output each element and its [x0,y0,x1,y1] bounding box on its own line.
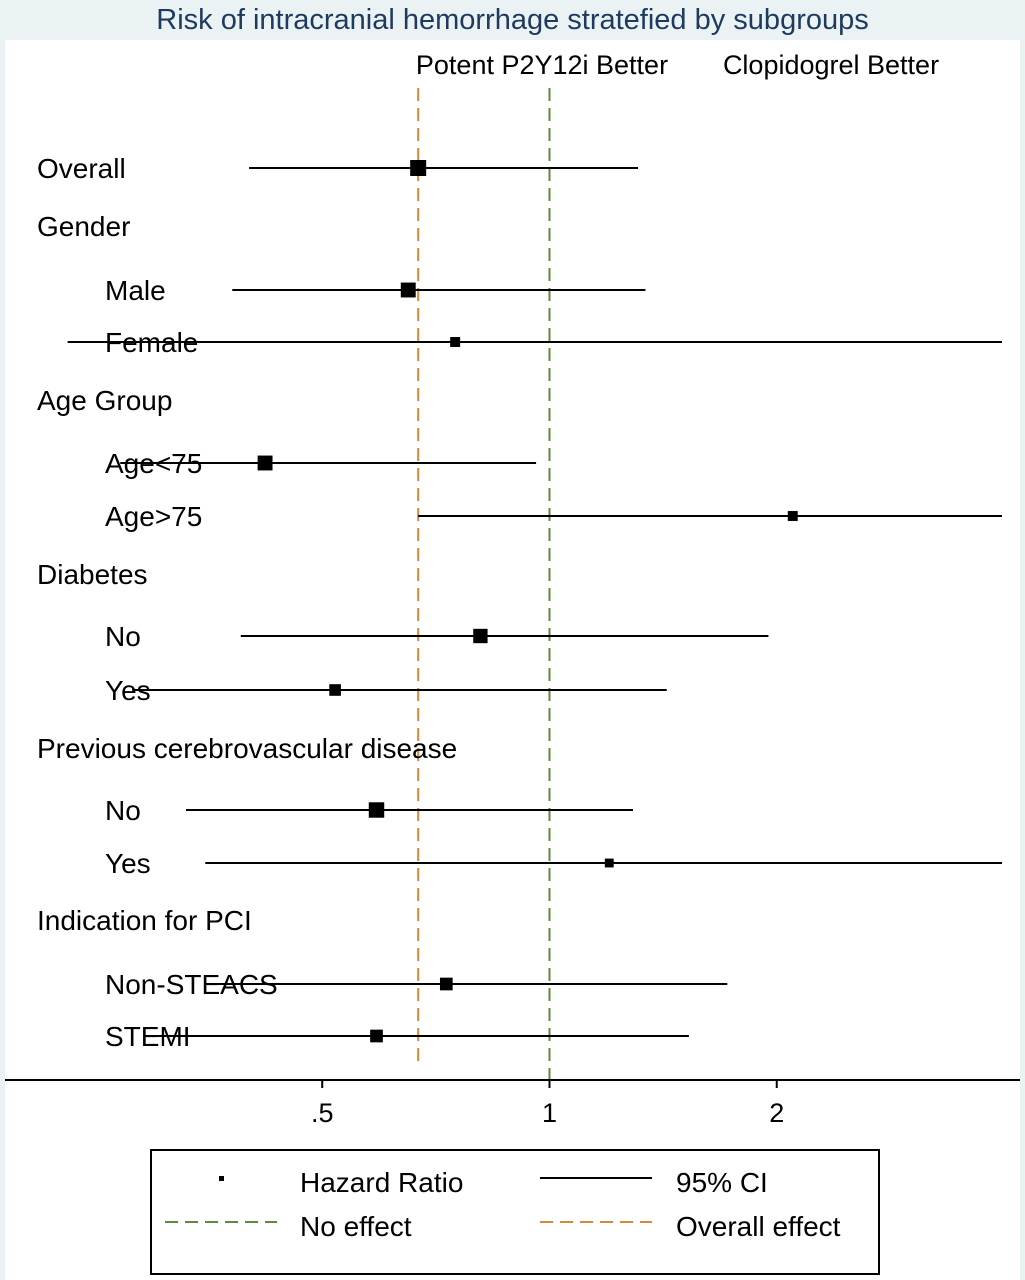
row-label: No [105,621,141,652]
row-label: No [105,795,141,826]
legend-label: 95% CI [676,1167,768,1198]
hazard-ratio-marker [410,160,427,176]
hazard-ratio-marker [329,684,341,696]
hazard-ratio-marker [439,977,453,991]
legend-hazard-ratio-symbol [219,1176,224,1181]
reference-lines [417,88,551,1080]
direction-label-right: Clopidogrel Better [723,50,939,80]
direction-label-left: Potent P2Y12i Better [416,50,668,80]
legend-label: Overall effect [676,1211,841,1242]
hazard-ratio-marker [257,455,273,471]
legend-label: Hazard Ratio [300,1167,463,1198]
hazard-ratio-marker [473,628,488,644]
row-label: Overall [37,153,126,184]
row-label: Age>75 [105,501,202,532]
hazard-ratio-marker [368,802,385,818]
hazard-ratio-marker [787,511,798,521]
x-axis: .5 1 2 [5,1079,1020,1128]
legend-box [150,1149,880,1275]
row-label: Age Group [37,385,172,416]
row-label: Yes [105,848,151,879]
chart-title: Risk of intracranial hemorrhage stratefi… [156,4,869,36]
legend-label: No effect [300,1211,412,1242]
x-tick-label: 1 [542,1098,557,1128]
plot-panel [5,40,1020,1280]
row-label: Gender [37,211,130,242]
row-label: Previous cerebrovascular disease [37,733,457,764]
hazard-ratio-marker [604,858,614,868]
row-label: Male [105,275,166,306]
x-tick-label: .5 [311,1098,334,1128]
hazard-ratio-marker [450,337,461,347]
row-label: Indication for PCI [37,905,252,936]
legend: Hazard Ratio 95% CI No effect Overall effec… [150,1149,880,1275]
hazard-ratio-marker [370,1029,383,1043]
hazard-ratio-marker [400,282,416,298]
row-label: Diabetes [37,559,148,590]
x-tick-label: 2 [769,1098,784,1128]
